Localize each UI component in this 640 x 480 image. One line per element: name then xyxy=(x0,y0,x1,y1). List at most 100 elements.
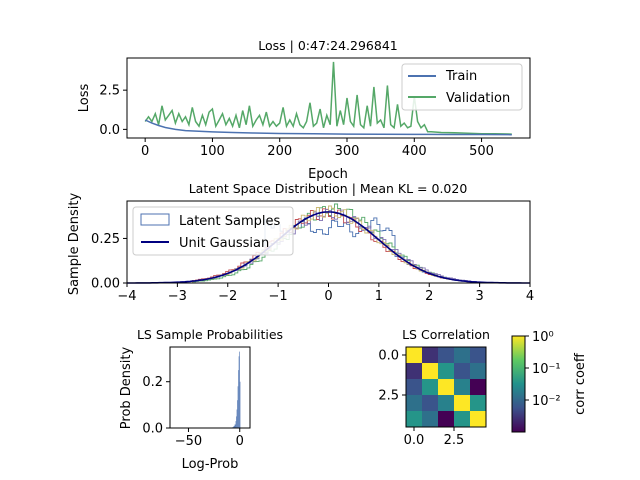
latent-xtick-label: 3 xyxy=(475,289,483,304)
correlation-cell xyxy=(406,379,422,395)
correlation-cell xyxy=(438,379,454,395)
colorbar-tick-label: 10⁰ xyxy=(532,330,554,345)
logprob-ytick-label: 0.0 xyxy=(142,422,163,437)
correlation-cell xyxy=(438,395,454,411)
correlation-ytick-label: 2.5 xyxy=(378,389,399,404)
correlation-cell xyxy=(454,347,470,363)
correlation-cell xyxy=(406,411,422,427)
correlation-xtick-label: 2.5 xyxy=(444,433,465,448)
logprob-bar xyxy=(238,370,239,428)
legend-train-label: Train xyxy=(445,69,477,84)
loss-xtick-label: 500 xyxy=(469,144,494,159)
correlation-cell xyxy=(454,411,470,427)
logprob-bar xyxy=(233,426,235,428)
colorbar-gradient xyxy=(512,336,525,432)
correlation-cell xyxy=(422,379,438,395)
correlation-cell xyxy=(454,363,470,379)
colorbar: 10⁰ 10⁻¹ 10⁻² corr coeff xyxy=(511,330,588,433)
logprob-xlabel: Log-Prob xyxy=(182,457,239,472)
loss-xtick-label: 300 xyxy=(335,144,360,159)
correlation-cell xyxy=(438,363,454,379)
latent-xtick-label: −1 xyxy=(269,289,288,304)
correlation-cell xyxy=(454,379,470,395)
loss-series-train xyxy=(144,119,512,136)
logprob-bar xyxy=(239,351,240,428)
latent-ylabel: Sample Density xyxy=(67,193,82,296)
correlation-cell xyxy=(438,411,454,427)
colorbar-label: corr coeff xyxy=(573,352,588,415)
legend-unit-gaussian-label: Unit Gaussian xyxy=(179,236,269,251)
latent-xtick-label: −4 xyxy=(117,289,136,304)
logprob-bar xyxy=(236,409,238,428)
legend-validation-label: Validation xyxy=(446,91,510,106)
correlation-cell xyxy=(470,363,486,379)
correlation-ytick-label: 0.0 xyxy=(378,349,399,364)
logprob-bar xyxy=(237,400,238,428)
logprob-bar xyxy=(237,386,239,428)
latent-ytick-label: 0.25 xyxy=(91,232,120,247)
logprob-ytick-label: 0.2 xyxy=(142,375,163,390)
latent-xtick-label: 2 xyxy=(425,289,433,304)
loss-ylabel: Loss xyxy=(77,84,92,113)
latent-legend: Latent Samples Unit Gaussian xyxy=(132,206,294,256)
latent-xtick-label: 1 xyxy=(375,289,383,304)
latent-xtick-label: 4 xyxy=(526,289,534,304)
correlation-cell xyxy=(406,347,422,363)
correlation-cell xyxy=(470,411,486,427)
loss-xtick-label: 0 xyxy=(141,144,149,159)
latent-xtick-label: −2 xyxy=(218,289,237,304)
logprob-axes-frame xyxy=(169,346,251,429)
correlation-cell xyxy=(438,347,454,363)
correlation-cell xyxy=(470,379,486,395)
logprob-bar xyxy=(238,356,240,428)
correlation-cell xyxy=(406,363,422,379)
legend-latent-samples-swatch xyxy=(140,213,170,226)
loss-axes-frame xyxy=(126,57,531,139)
correlation-cell xyxy=(470,395,486,411)
logprob-bar xyxy=(234,424,236,428)
loss-title: Loss | 0:47:24.296841 xyxy=(258,38,397,53)
unit-gaussian-curve xyxy=(127,211,530,284)
latent-ytick-label: 0.00 xyxy=(91,277,120,292)
loss-ytick-label: 2.5 xyxy=(99,84,120,99)
correlation-cell xyxy=(470,347,486,363)
loss-legend: Train Validation xyxy=(401,63,523,111)
loss-xlabel: Epoch xyxy=(308,167,348,182)
loss-ytick-label: 0.0 xyxy=(99,123,120,138)
loss-xtick-label: 400 xyxy=(402,144,427,159)
correlation-cell xyxy=(422,395,438,411)
latent-title: Latent Space Distribution | Mean KL = 0.… xyxy=(189,181,468,196)
logprob-xtick-label: 0 xyxy=(236,434,244,449)
latent-xtick-label: 0 xyxy=(324,289,332,304)
latent-xtick-label: −3 xyxy=(168,289,187,304)
loss-xtick-label: 200 xyxy=(267,144,292,159)
latent-axes-frame xyxy=(126,200,531,284)
correlation-cell xyxy=(422,363,438,379)
logprob-bar xyxy=(236,416,237,428)
latent-panel: Latent Space Distribution | Mean KL = 0.… xyxy=(67,181,534,304)
correlation-xtick-label: 0.0 xyxy=(404,433,425,448)
correlation-cell xyxy=(454,395,470,411)
colorbar-tick-label: 10⁻² xyxy=(532,394,561,409)
loss-series-validation xyxy=(144,61,512,135)
correlation-panel: LS Correlation 0.0 2.5 0.0 2.5 10⁰ 10⁻¹ 10⁻² … xyxy=(378,327,588,448)
legend-latent-samples-label: Latent Samples xyxy=(179,214,281,229)
loss-panel: Loss | 0:47:24.296841 0 100 200 300 400 500 0.… xyxy=(77,38,531,182)
correlation-cell xyxy=(422,411,438,427)
colorbar-frame xyxy=(511,335,526,433)
correlation-axes-frame xyxy=(405,346,487,428)
correlation-cell xyxy=(422,347,438,363)
colorbar-tick-label: 10⁻¹ xyxy=(532,362,561,377)
logprob-xtick-label: −50 xyxy=(175,434,202,449)
latent-sample-histogram xyxy=(192,208,477,284)
loss-xtick-label: 100 xyxy=(200,144,225,159)
logprob-bar xyxy=(235,421,237,428)
logprob-title: LS Sample Probabilities xyxy=(137,327,283,342)
logprob-bar xyxy=(239,381,241,428)
correlation-title: LS Correlation xyxy=(402,327,490,342)
latent-sample-histogram xyxy=(192,208,477,284)
logprob-panel: LS Sample Probabilities −50 0 0.0 0.2 Log-P… xyxy=(119,327,283,472)
logprob-ylabel: Prob Density xyxy=(119,346,134,429)
correlation-cell xyxy=(406,395,422,411)
